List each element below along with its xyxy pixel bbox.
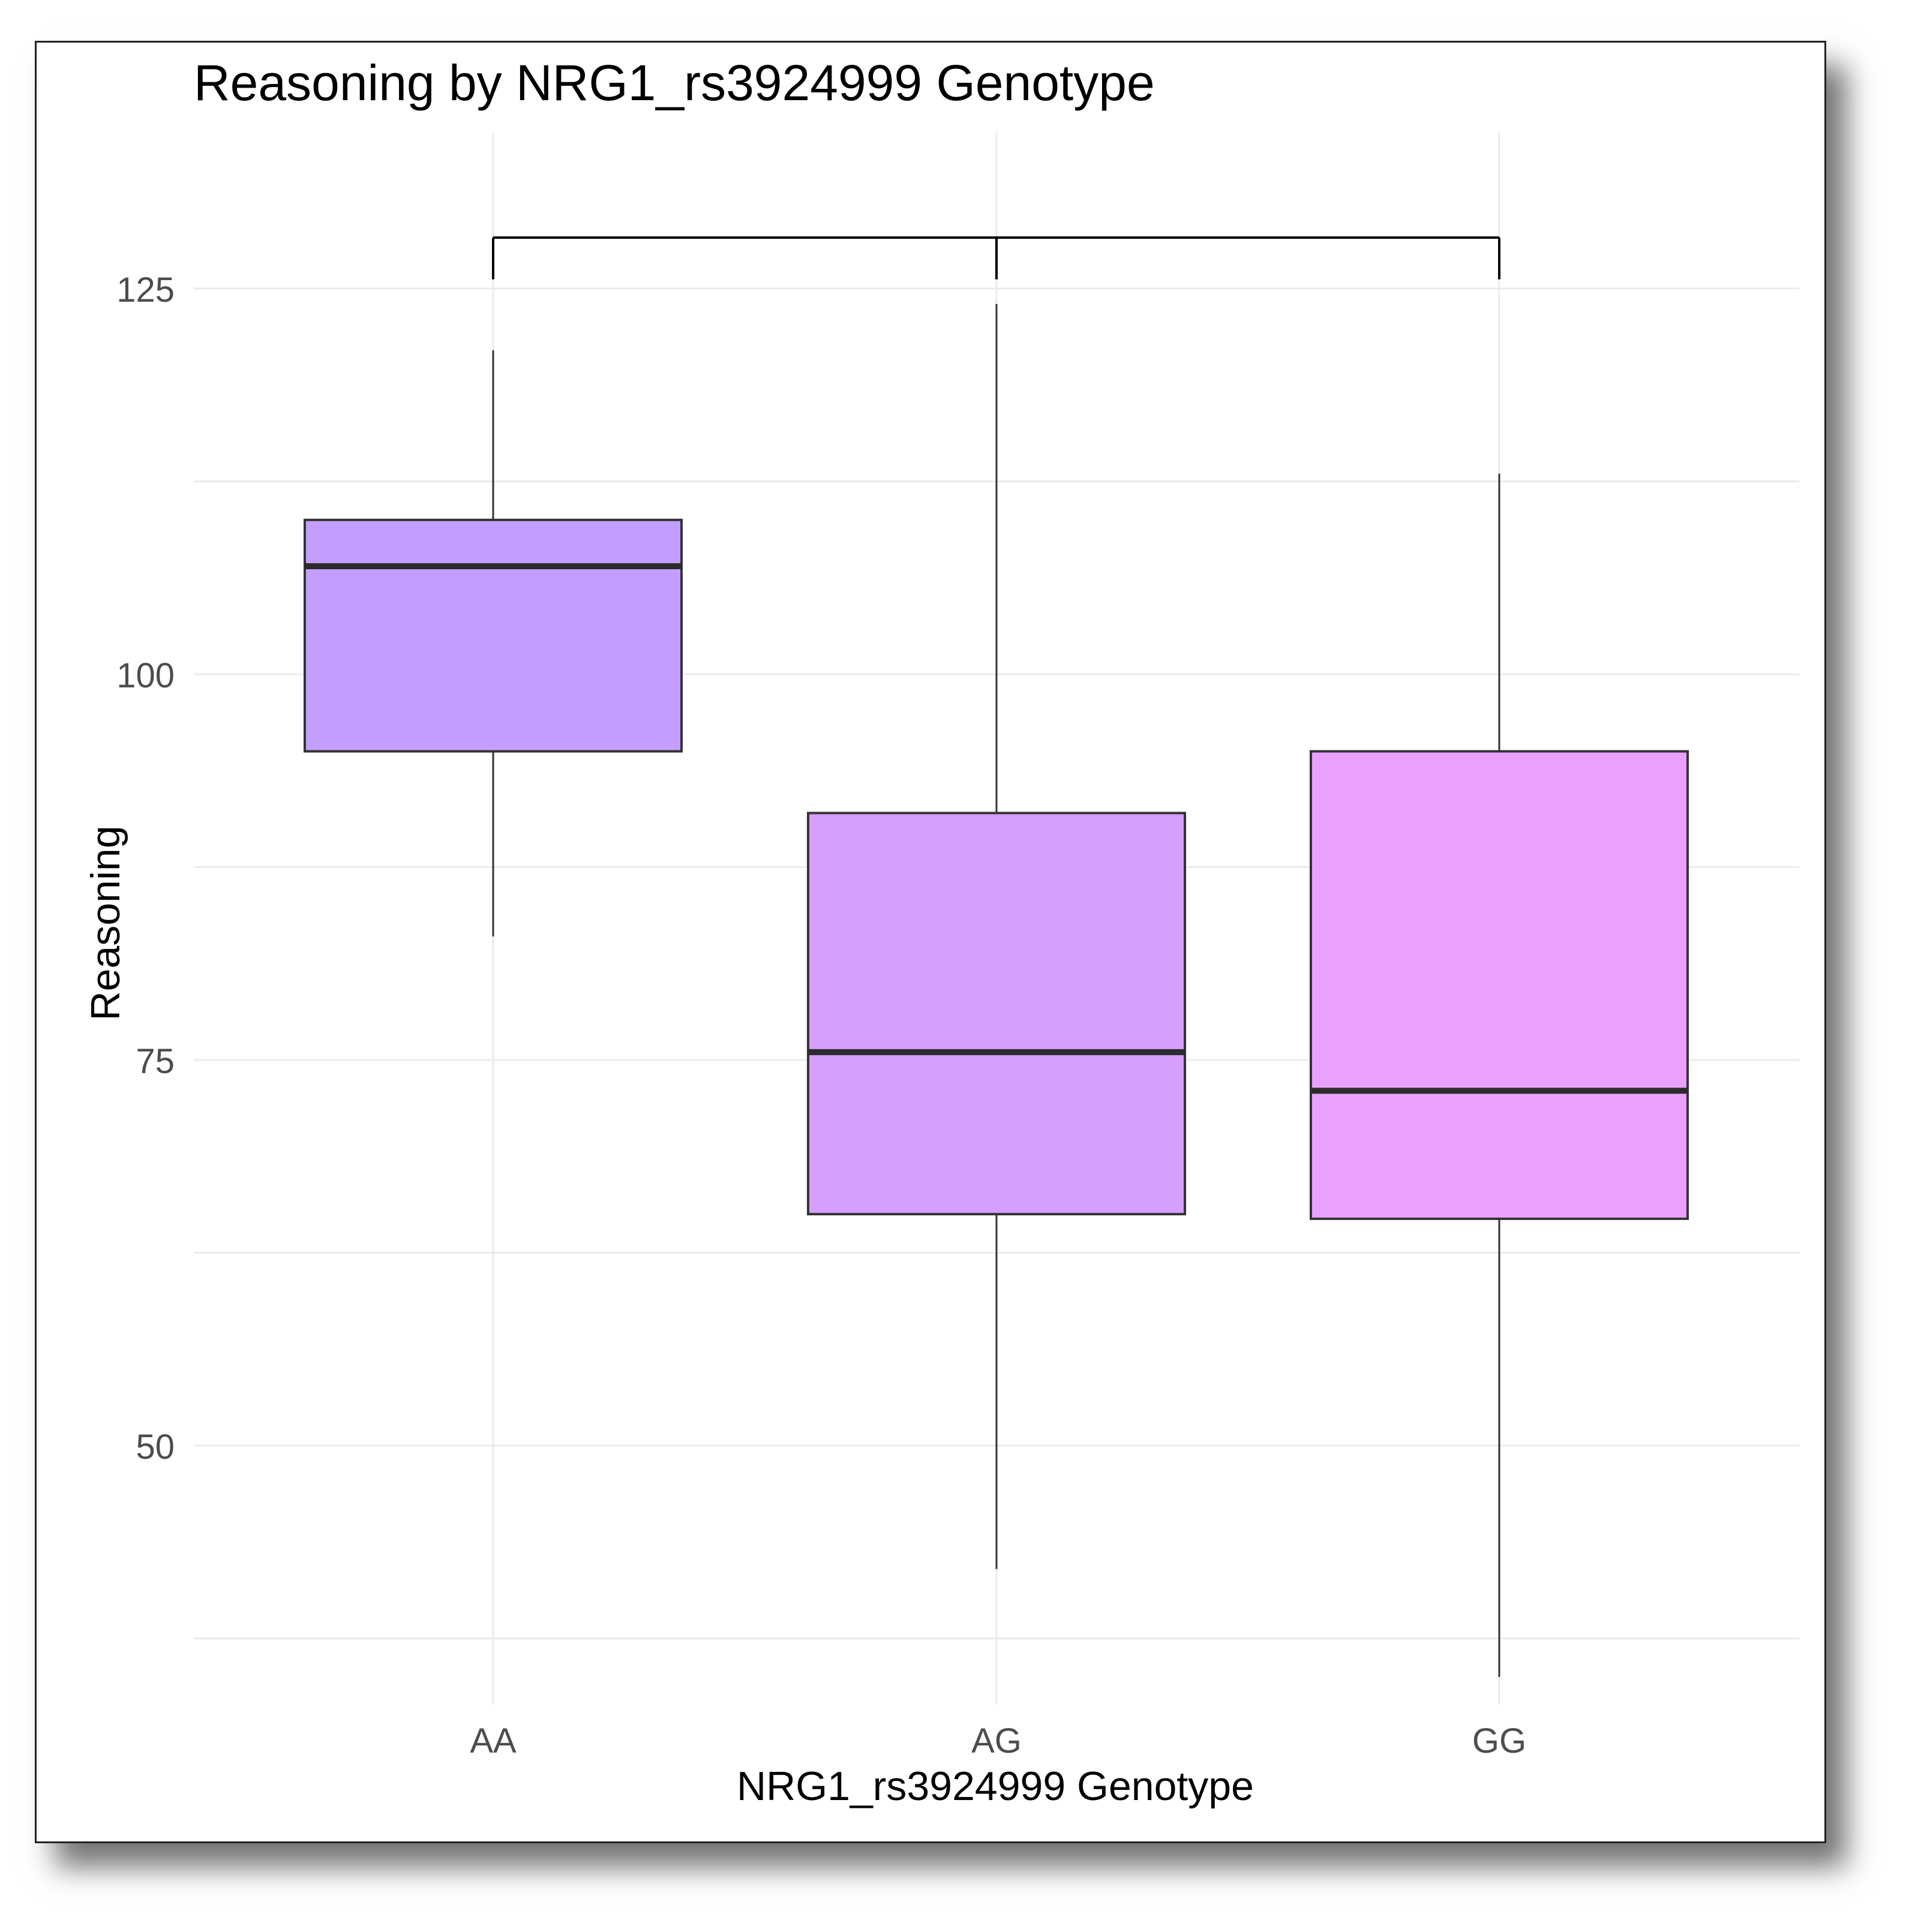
y-axis-label: Reasoning	[83, 825, 128, 1020]
x-tick-label: GG	[1472, 1721, 1526, 1760]
y-tick-label: 100	[116, 656, 175, 695]
x-tick-label: AG	[971, 1721, 1022, 1760]
y-tick-label: 50	[136, 1428, 175, 1467]
y-tick-label: 75	[136, 1042, 175, 1081]
box-iqr	[1310, 750, 1689, 1220]
box-iqr	[807, 812, 1186, 1216]
chart-frame: 50 75 100 125 AA AG GG Reasoning by NRG1_rs392…	[35, 41, 1826, 1843]
x-axis-label: NRG1_rs3924999 Genotype	[737, 1763, 1254, 1809]
box-iqr	[304, 518, 683, 753]
chart-title: Reasoning by NRG1_rs3924999 Genotype	[194, 55, 1155, 111]
box-AG	[807, 304, 1186, 1569]
boxes	[304, 304, 1689, 1677]
chart-svg: 50 75 100 125 AA AG GG Reasoning by NRG1_rs392…	[83, 55, 1799, 1809]
comparison-bracket	[492, 236, 1500, 280]
y-tick-label: 125	[116, 271, 175, 310]
box-AA	[304, 350, 683, 937]
axes: 50 75 100 125 AA AG GG	[116, 271, 1526, 1760]
x-tick-label: AA	[470, 1721, 517, 1760]
box-GG	[1310, 473, 1689, 1677]
